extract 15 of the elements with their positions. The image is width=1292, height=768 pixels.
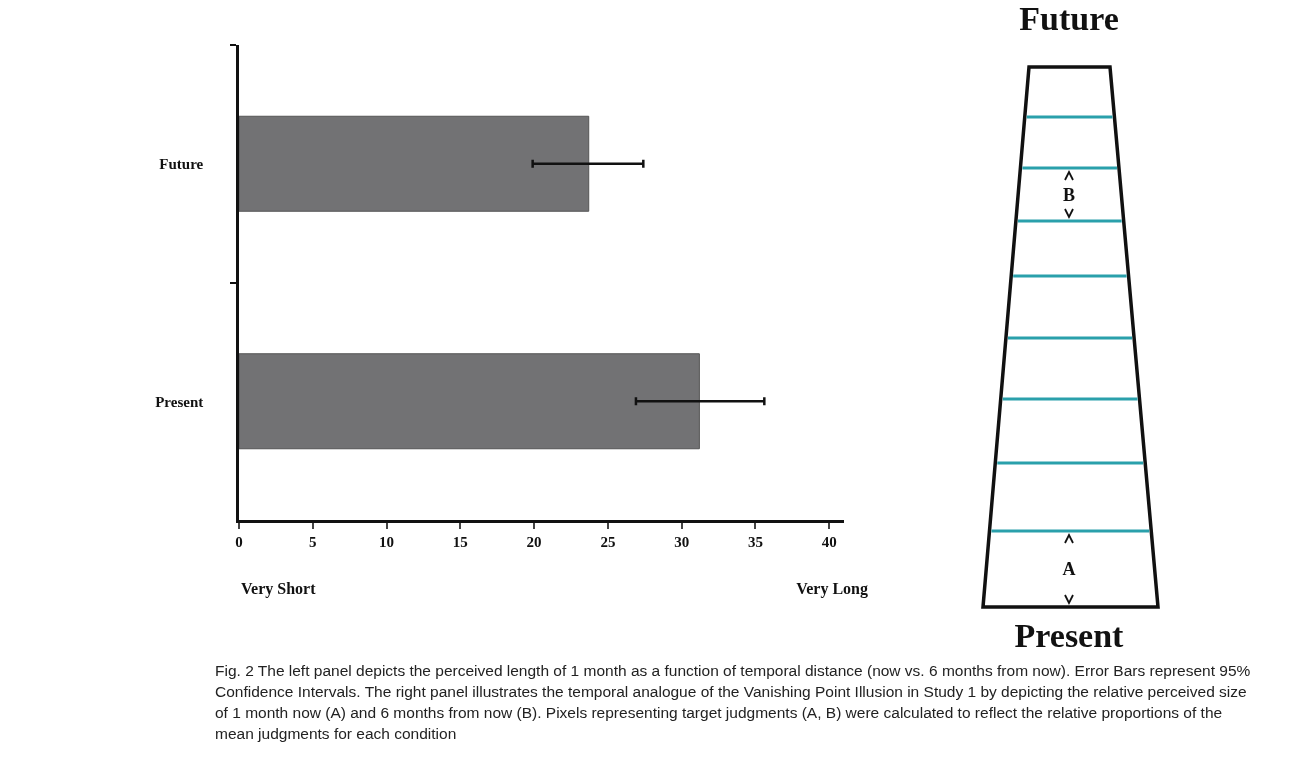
annotation: Fig. 2 The left panel depicts the perceived length of 1 month as a function of temporal distance (now vs. 6 months from now). Error Bars represent 95% Confidence Intervals. The right panel illustrates the temporal analogue of the Vanishing Point Illusion in Study 1 by depicting the relative perceived size of 1 month now (A) and 6 months from now (B). Pixels representing target judgments (A, B) were calculated to reflect the relative proportions of the mean judgments for each condition [215, 661, 1252, 744]
x-tick-label: 35 [747, 533, 763, 550]
x-tick-label: 25 [600, 533, 616, 550]
annotation: Very Long [796, 580, 868, 598]
x-tick-label: 0 [235, 533, 243, 550]
text: Future [159, 156, 204, 172]
x-tick-label: 40 [821, 533, 837, 550]
text: Present [155, 393, 204, 410]
annotation: Very Short [241, 580, 316, 598]
x-tick-label: 20 [526, 533, 542, 550]
x-tick-label: 15 [452, 533, 468, 550]
trapezoid-diagram: B A [981, 65, 1160, 609]
x-tick-label: 10 [379, 533, 395, 550]
x-tick-label: 5 [309, 533, 317, 550]
x-tick-label: 30 [674, 533, 690, 550]
